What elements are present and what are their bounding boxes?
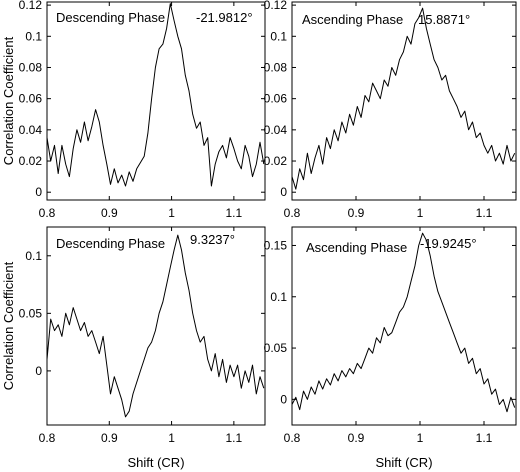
y-tick-label: 0.12: [19, 0, 43, 12]
y-tick-label: 0.05: [264, 341, 288, 355]
y-tick-label: 0.15: [264, 238, 288, 252]
plot-frame-1: [46, 1, 266, 201]
x-tick-label: 1: [417, 206, 424, 220]
x-tick-label: 1.1: [476, 431, 493, 445]
y-tick-label: 0.08: [19, 60, 43, 74]
plot-frame-2: [291, 1, 517, 201]
x-axis-label: Shift (CR): [127, 455, 184, 470]
x-tick-label: 0.8: [284, 206, 301, 220]
phase-annotation: Ascending Phase: [302, 12, 403, 27]
y-tick-label: 0: [35, 364, 42, 378]
x-tick-label: 1: [168, 431, 175, 445]
x-tick-label: 0.9: [101, 431, 118, 445]
angle-annotation: -21.9812°: [196, 10, 253, 25]
phase-annotation: Ascending Phase: [306, 240, 407, 255]
y-tick-label: 0.04: [264, 123, 288, 137]
y-tick-label: 0.08: [264, 60, 288, 74]
angle-annotation: 9.3237°: [190, 232, 235, 247]
x-tick-label: 0.9: [348, 431, 365, 445]
y-axis-label: Correlation Coefficient: [1, 261, 16, 390]
x-tick-label: 0.9: [348, 206, 365, 220]
angle-annotation: -19.9245°: [420, 236, 477, 251]
series-line-1: [46, 3, 265, 187]
x-tick-label: 0.8: [39, 431, 56, 445]
y-tick-label: 0: [280, 185, 287, 199]
y-tick-label: 0.1: [270, 29, 287, 43]
y-tick-label: 0.1: [270, 290, 287, 304]
phase-annotation: Descending Phase: [56, 10, 165, 25]
y-tick-label: 0.02: [264, 154, 288, 168]
x-tick-label: 1.1: [476, 206, 493, 220]
y-tick-label: 0.06: [264, 92, 288, 106]
x-tick-label: 1.1: [226, 431, 243, 445]
phase-annotation: Descending Phase: [56, 236, 165, 251]
angle-annotation: 15.8871°: [418, 12, 470, 27]
y-tick-label: 0.1: [25, 249, 42, 263]
plot-frame-4: [291, 226, 517, 426]
x-tick-label: 0.8: [284, 431, 301, 445]
y-tick-label: 0.12: [264, 0, 288, 12]
x-tick-label: 0.9: [101, 206, 118, 220]
series-line-4: [291, 232, 516, 413]
x-tick-label: 0.8: [39, 206, 56, 220]
y-tick-label: 0.04: [19, 123, 43, 137]
x-axis-label: Shift (CR): [375, 455, 432, 470]
x-tick-label: 1.1: [226, 206, 243, 220]
series-line-3: [46, 234, 265, 418]
y-tick-label: 0.05: [19, 306, 43, 320]
y-tick-label: 0.06: [19, 92, 43, 106]
y-tick-label: 0.02: [19, 154, 43, 168]
y-tick-label: 0: [35, 185, 42, 199]
y-axis-label: Correlation Coefficient: [1, 36, 16, 165]
plot-frame-3: [46, 226, 266, 426]
y-tick-label: 0.1: [25, 29, 42, 43]
x-tick-label: 1: [417, 431, 424, 445]
series-line-2: [291, 7, 516, 190]
y-tick-label: 0: [280, 392, 287, 406]
x-tick-label: 1: [168, 206, 175, 220]
